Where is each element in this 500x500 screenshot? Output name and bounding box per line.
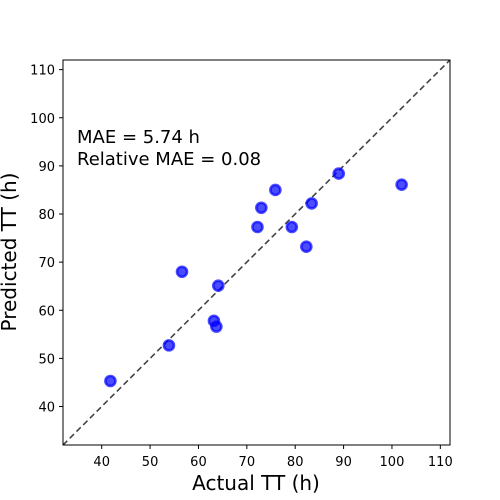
mae-annotation: MAE = 5.74 h [77,127,200,148]
data-point-9 [285,220,299,234]
x-tick-label-80: 80 [287,455,304,470]
x-tick-label-100: 100 [380,455,405,470]
y-axis-label: Predicted TT (h) [0,173,21,332]
data-point-12 [332,167,346,180]
data-point-10 [300,240,313,254]
x-tick-label-60: 60 [190,455,207,470]
data-point-1 [162,339,176,352]
y-tick-label-40: 40 [38,401,55,416]
x-tick-label-50: 50 [142,455,159,470]
x-tick-label-40: 40 [93,455,110,470]
data-point-11 [305,197,318,210]
data-point-6 [251,220,264,234]
y-tick-label-100: 100 [30,112,55,127]
data-point-4 [210,320,223,333]
y-tick-label-80: 80 [38,208,55,223]
data-point-7 [255,201,268,215]
x-tick-label-110: 110 [428,455,453,470]
x-tick-label-90: 90 [335,455,352,470]
identity-reference-line [63,60,450,445]
y-tick-label-110: 110 [30,64,55,79]
data-point-5 [211,279,225,293]
data-point-2 [175,265,189,279]
y-tick-label-90: 90 [38,160,55,175]
y-tick-label-50: 50 [38,352,55,367]
data-point-13 [395,178,408,191]
data-point-8 [269,183,282,197]
relative-mae-annotation: Relative MAE = 0.08 [77,149,261,170]
y-tick-label-70: 70 [38,256,55,271]
plot-frame [62,59,451,446]
x-tick-label-70: 70 [239,455,256,470]
x-axis-label: Actual TT (h) [192,471,320,495]
y-tick-label-60: 60 [38,304,55,319]
data-point-0 [104,374,117,388]
